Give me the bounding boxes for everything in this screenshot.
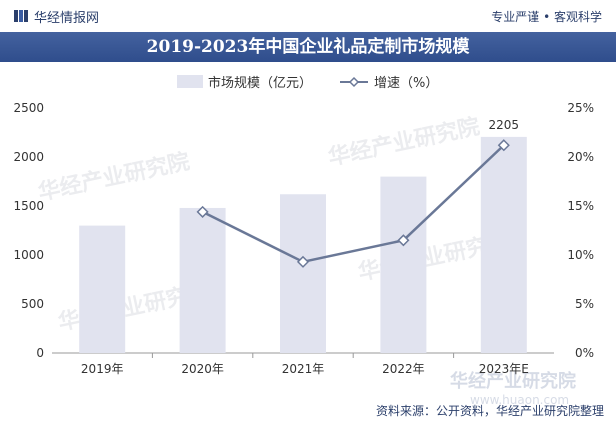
bar — [480, 136, 527, 353]
watermark-brand: 华经产业研究院 — [450, 370, 576, 392]
bar — [380, 176, 427, 353]
legend-label: 增速（%） — [374, 76, 438, 91]
bar — [280, 194, 326, 353]
x-tick-label: 2023年E — [479, 362, 529, 376]
legend-swatch-bar — [177, 75, 203, 88]
chart: 华经产业研究院 华经产业研究院 华经产业研究院 华经产业研究院 华经产业研究院 … — [13, 75, 594, 407]
line-point — [497, 139, 510, 152]
brand-logo-icon — [14, 10, 28, 22]
y-right-tick-label: 20% — [567, 150, 594, 164]
y-left-tick-label: 1500 — [13, 199, 44, 213]
growth-line — [202, 144, 505, 264]
bar — [179, 207, 226, 353]
header-bar: 华经情报网 专业严谨 • 客观科学 — [0, 0, 616, 32]
watermark-text: 华经产业研究院 — [326, 113, 482, 170]
axes: 0 500 1000 1500 2000 2500 0% 5% 10% 15% 20% 25% 2019… — [13, 101, 594, 376]
bar — [79, 225, 126, 353]
tagline: 专业严谨 • 客观科学 — [491, 10, 602, 24]
y-left-tick-label: 2500 — [13, 101, 44, 115]
watermark-bottom: 华经产业研究院 www.huaon.com — [450, 370, 576, 407]
source-note: 资料来源：公开资料，华经产业研究院整理 — [375, 404, 604, 418]
brand-name: 华经情报网 — [34, 11, 100, 26]
line-series — [196, 139, 510, 268]
y-left-tick-label: 0 — [36, 346, 44, 360]
data-labels: 2205 — [489, 118, 520, 132]
x-tick-label: 2020年 — [181, 362, 224, 376]
y-left-tick-label: 1000 — [13, 248, 44, 262]
title-bar — [0, 32, 616, 62]
line-point — [296, 255, 310, 268]
watermark-url: www.huaon.com — [470, 393, 569, 407]
x-tick-label: 2019年 — [81, 362, 124, 376]
y-right-tick-label: 15% — [567, 199, 594, 213]
watermark-text: 华经产业研究院 — [36, 148, 192, 205]
bar-series — [79, 136, 527, 353]
y-right-tick-label: 5% — [575, 297, 594, 311]
legend-swatch-marker — [348, 76, 360, 88]
line-point — [196, 205, 209, 218]
x-tick-label: 2022年 — [382, 362, 425, 376]
line-point — [397, 234, 410, 247]
chart-title: 2019-2023年中国企业礼品定制市场规模 — [146, 37, 470, 57]
x-tick-label: 2021年 — [282, 362, 325, 376]
y-left-tick-label: 2000 — [13, 150, 44, 164]
y-left-tick-label: 500 — [21, 297, 44, 311]
y-right-tick-label: 0% — [575, 346, 594, 360]
legend-label: 市场规模（亿元） — [208, 75, 312, 91]
data-label: 2205 — [489, 118, 520, 132]
legend: 市场规模（亿元） 增速（%） — [177, 75, 438, 91]
y-right-tick-label: 25% — [567, 101, 594, 115]
y-right-tick-label: 10% — [567, 248, 594, 262]
